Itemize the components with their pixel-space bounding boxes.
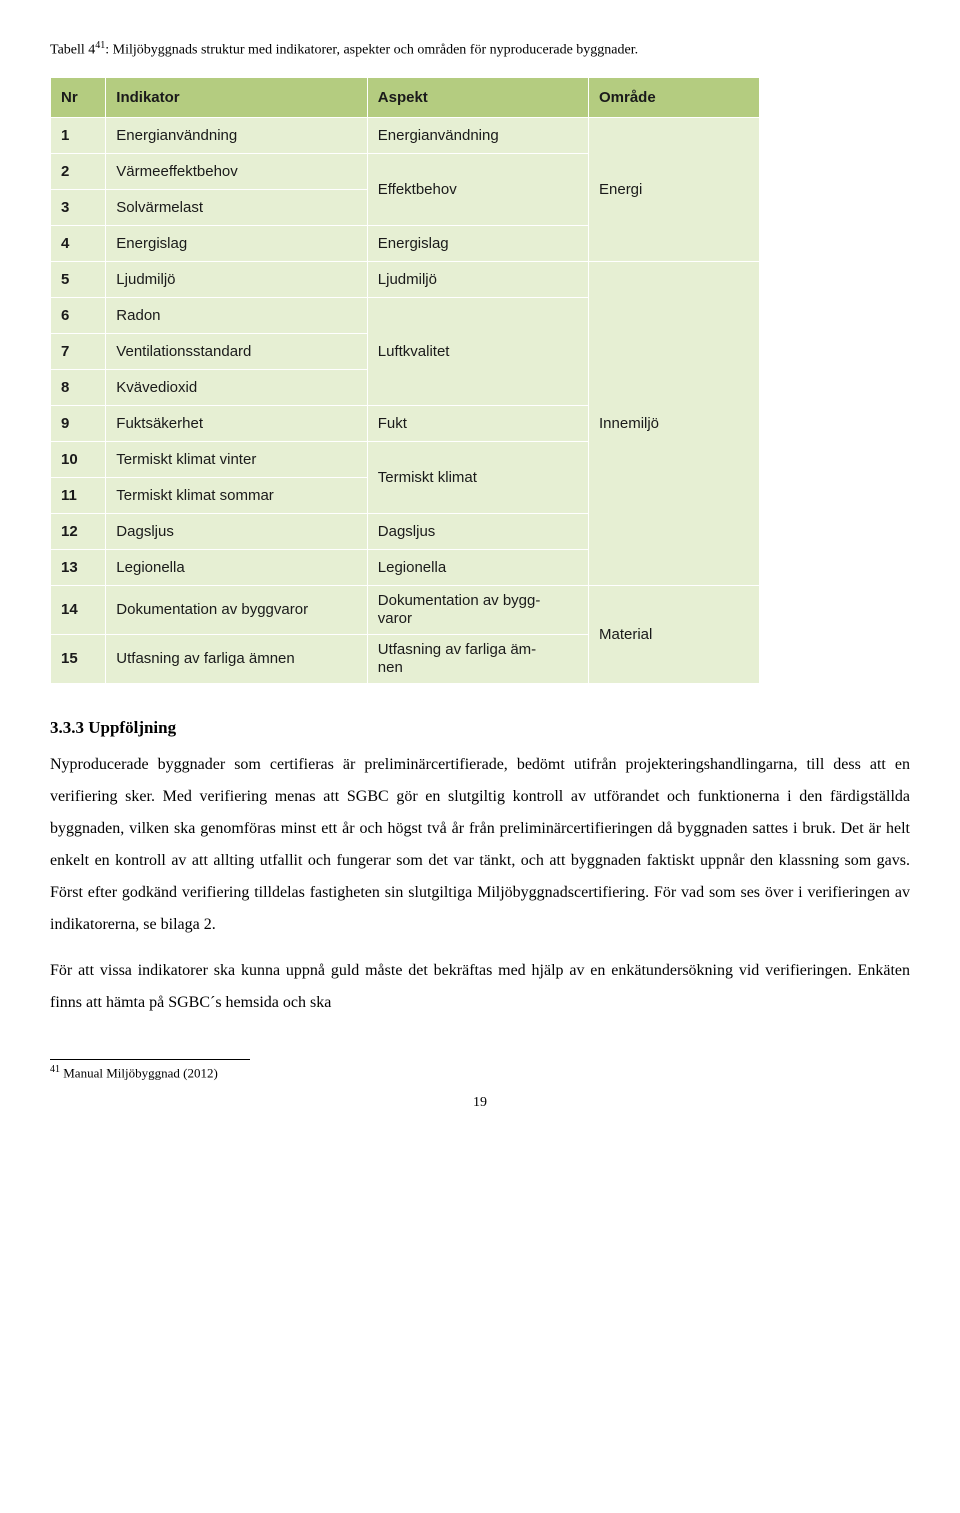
- cell-nr: 4: [51, 226, 106, 262]
- cell-nr: 14: [51, 586, 106, 635]
- footnote: 41 Manual Miljöbyggnad (2012): [50, 1064, 910, 1081]
- cell-omrade: Innemiljö: [589, 262, 760, 586]
- section-heading: 3.3.3 Uppföljning: [50, 718, 910, 738]
- cell-indikator: Dokumentation av byggvaror: [106, 586, 367, 635]
- table-row: 14Dokumentation av byggvarorDokumentatio…: [51, 586, 760, 635]
- cell-indikator: Utfasning av farliga ämnen: [106, 635, 367, 684]
- cell-indikator: Radon: [106, 298, 367, 334]
- cell-aspekt: Utfasning av farliga äm- nen: [367, 635, 588, 684]
- table-header-omrade: Område: [589, 78, 760, 118]
- cell-nr: 10: [51, 442, 106, 478]
- table-header-aspekt: Aspekt: [367, 78, 588, 118]
- cell-aspekt: Effektbehov: [367, 154, 588, 226]
- cell-indikator: Termiskt klimat sommar: [106, 478, 367, 514]
- cell-aspekt: Termiskt klimat: [367, 442, 588, 514]
- cell-nr: 3: [51, 190, 106, 226]
- cell-aspekt: Dokumentation av bygg- varor: [367, 586, 588, 635]
- table-body: 1EnergianvändningEnergianvändningEnergi2…: [51, 118, 760, 684]
- cell-indikator: Kvävedioxid: [106, 370, 367, 406]
- body-paragraph-2: För att vissa indikatorer ska kunna uppn…: [50, 955, 910, 1019]
- cell-nr: 5: [51, 262, 106, 298]
- cell-aspekt: Energianvändning: [367, 118, 588, 154]
- cell-aspekt: Dagsljus: [367, 514, 588, 550]
- cell-nr: 8: [51, 370, 106, 406]
- cell-nr: 6: [51, 298, 106, 334]
- cell-aspekt: Legionella: [367, 550, 588, 586]
- cell-nr: 2: [51, 154, 106, 190]
- cell-aspekt: Ljudmiljö: [367, 262, 588, 298]
- table-caption: Tabell 441: Miljöbyggnads struktur med i…: [50, 40, 910, 59]
- cell-indikator: Fuktsäkerhet: [106, 406, 367, 442]
- cell-indikator: Energislag: [106, 226, 367, 262]
- cell-indikator: Dagsljus: [106, 514, 367, 550]
- cell-aspekt: Fukt: [367, 406, 588, 442]
- cell-nr: 15: [51, 635, 106, 684]
- footnote-text: Manual Miljöbyggnad (2012): [60, 1065, 218, 1080]
- footnote-sup: 41: [50, 1064, 60, 1075]
- cell-indikator: Termiskt klimat vinter: [106, 442, 367, 478]
- caption-sup: 41: [95, 40, 105, 51]
- body-paragraph-1: Nyproducerade byggnader som certifieras …: [50, 749, 910, 941]
- cell-indikator: Värmeeffektbehov: [106, 154, 367, 190]
- cell-indikator: Legionella: [106, 550, 367, 586]
- cell-aspekt: Energislag: [367, 226, 588, 262]
- table-row: 1EnergianvändningEnergianvändningEnergi: [51, 118, 760, 154]
- table-header: NrIndikatorAspektOmråde: [51, 78, 760, 118]
- cell-indikator: Ventilationsstandard: [106, 334, 367, 370]
- cell-indikator: Energianvändning: [106, 118, 367, 154]
- table-header-nr: Nr: [51, 78, 106, 118]
- cell-nr: 13: [51, 550, 106, 586]
- cell-nr: 12: [51, 514, 106, 550]
- cell-nr: 11: [51, 478, 106, 514]
- table-header-indikator: Indikator: [106, 78, 367, 118]
- cell-indikator: Solvärmelast: [106, 190, 367, 226]
- cell-aspekt: Luftkvalitet: [367, 298, 588, 406]
- table-row: 5LjudmiljöLjudmiljöInnemiljö: [51, 262, 760, 298]
- cell-indikator: Ljudmiljö: [106, 262, 367, 298]
- structure-table: NrIndikatorAspektOmråde 1Energianvändnin…: [50, 77, 760, 684]
- footnote-separator: [50, 1059, 250, 1060]
- cell-nr: 1: [51, 118, 106, 154]
- cell-nr: 7: [51, 334, 106, 370]
- cell-omrade: Material: [589, 586, 760, 684]
- caption-rest: : Miljöbyggnads struktur med indikatorer…: [105, 43, 638, 58]
- cell-omrade: Energi: [589, 118, 760, 262]
- page-number: 19: [50, 1095, 910, 1112]
- cell-nr: 9: [51, 406, 106, 442]
- caption-prefix: Tabell 4: [50, 43, 95, 58]
